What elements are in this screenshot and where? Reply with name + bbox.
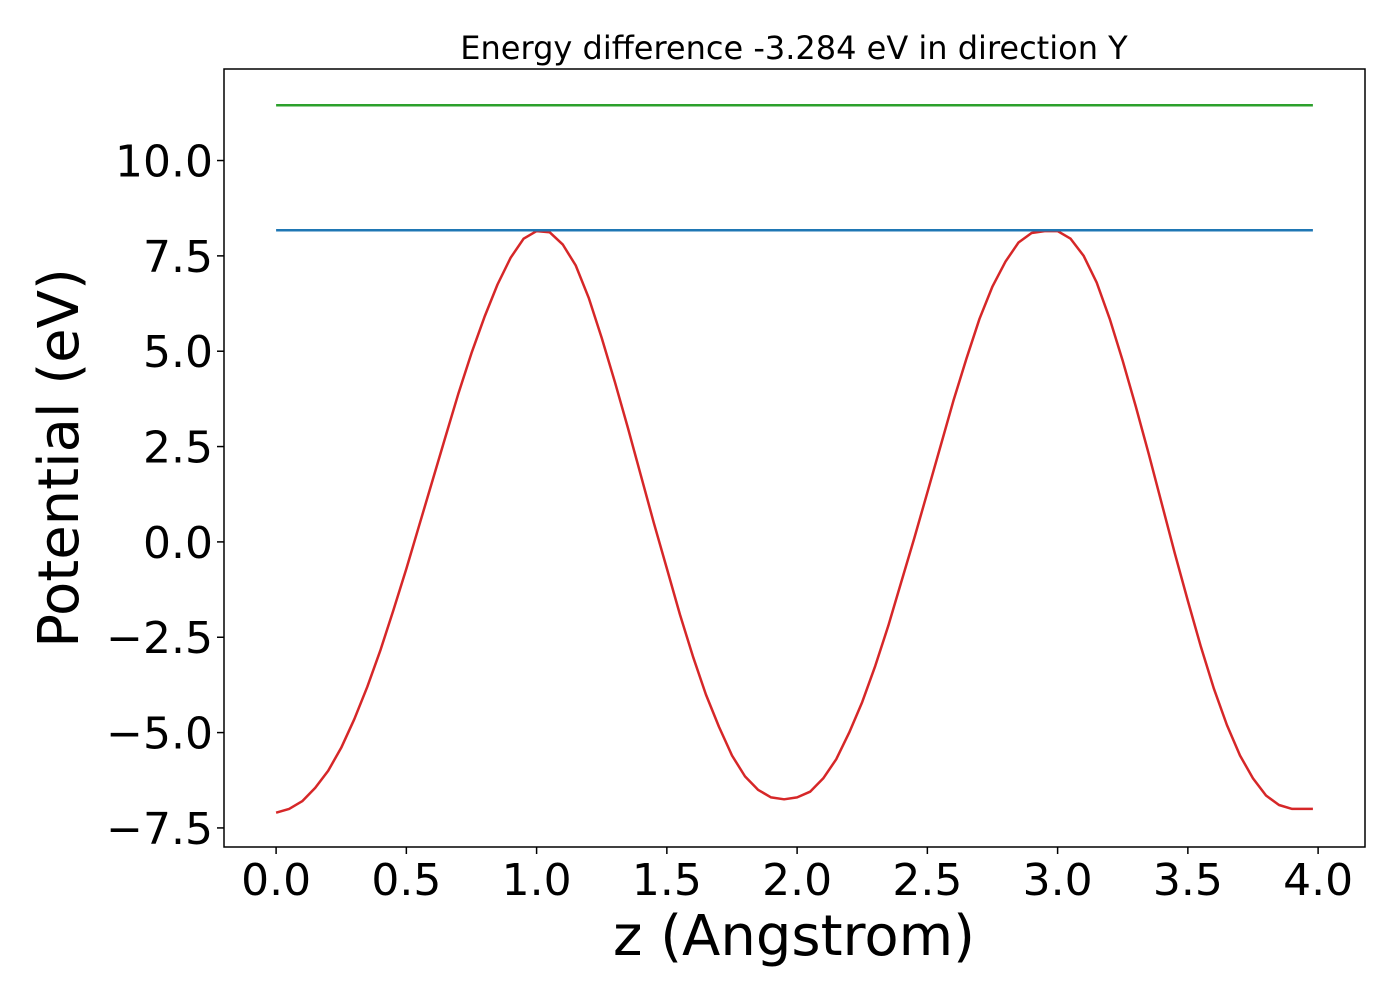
x-axis-label: z (Angstrom) [613,904,975,969]
y-tick-label: −2.5 [106,613,213,664]
y-tick-label: 5.0 [143,327,213,378]
y-tick-label: 2.5 [143,423,213,474]
x-tick-label: 2.5 [892,855,962,906]
x-tick-label: 1.0 [502,855,572,906]
y-tick-label: −5.0 [106,709,213,760]
x-tick-label: 2.0 [762,855,832,906]
x-tick-label: 0.0 [241,855,311,906]
y-tick-label: −7.5 [106,804,213,855]
x-tick-label: 3.5 [1153,855,1223,906]
plot-frame [223,68,1366,848]
y-axis-label: Potential (eV) [27,268,92,648]
x-tick-label: 4.0 [1283,855,1353,906]
series-layer [275,103,1313,814]
x-tick-label: 3.0 [1023,855,1093,906]
potential-curve-line [275,229,1313,814]
x-tick-label: 1.5 [632,855,702,906]
x-axis-ticks: 0.0 0.5 1.0 1.5 2.0 2.5 3.0 3.5 4.0 [241,847,1353,906]
x-tick-label: 0.5 [371,855,441,906]
y-axis-ticks: −7.5 −5.0 −2.5 0.0 2.5 5.0 7.5 10.0 [106,137,224,855]
y-tick-label: 7.5 [143,232,213,283]
y-tick-label: 0.0 [143,518,213,569]
y-tick-label: 10.0 [115,137,213,188]
chart-title: Energy difference -3.284 eV in direction… [460,29,1128,67]
